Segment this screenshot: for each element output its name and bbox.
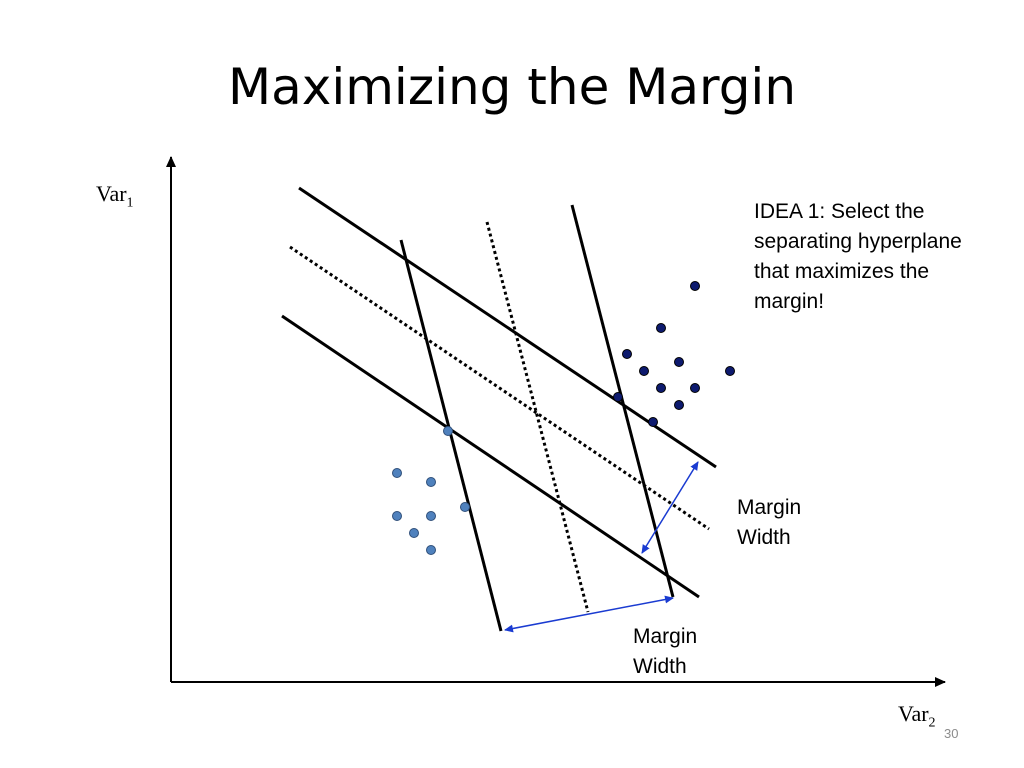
data-point <box>656 323 666 333</box>
y-axis-label: Var1 <box>96 181 134 211</box>
margin-width-label-shallow: Margin Width <box>737 493 801 553</box>
data-point <box>656 383 666 393</box>
data-point <box>426 545 436 555</box>
data-point <box>674 357 684 367</box>
y-axis-label-text: Var <box>96 181 127 206</box>
data-point <box>613 392 623 402</box>
class-b-points <box>392 426 470 555</box>
slide-title: Maximizing the Margin <box>227 58 797 116</box>
margin-width-arrow-shallow <box>641 461 699 554</box>
y-axis-label-subscript: 1 <box>126 195 134 211</box>
data-point <box>426 511 436 521</box>
margin-width-arrow-steep <box>504 595 674 633</box>
data-point <box>443 426 453 436</box>
separating-hyperplane-dotted-1 <box>289 245 710 531</box>
x-axis-label-text: Var <box>898 701 929 726</box>
data-point <box>674 400 684 410</box>
data-point <box>460 502 470 512</box>
slide-number: 30 <box>944 726 959 741</box>
margin-label-line2: Width <box>737 526 791 549</box>
data-point <box>690 383 700 393</box>
margin-boundary-line-upper <box>298 186 717 469</box>
margin-label-line1: Margin <box>633 625 698 648</box>
data-point <box>622 349 632 359</box>
data-point <box>639 366 649 376</box>
separating-hyperplane-dotted-2 <box>485 221 590 613</box>
margin-boundary-line-lower <box>281 314 700 599</box>
margin-label-line2: Width <box>633 655 687 678</box>
data-point <box>392 511 402 521</box>
steep-margin-boundary-left <box>399 239 503 632</box>
idea-annotation: IDEA 1: Select the separating hyperplane… <box>754 200 962 313</box>
steep-margin-boundary-right <box>570 204 675 598</box>
data-point <box>690 281 700 291</box>
data-point <box>426 477 436 487</box>
data-point <box>725 366 735 376</box>
x-axis-label-subscript: 2 <box>928 715 936 731</box>
margin-width-label-steep: Margin Width <box>633 622 697 682</box>
x-axis-label: Var2 <box>898 701 936 731</box>
data-point <box>648 417 658 427</box>
class-a-points <box>613 281 735 427</box>
margin-label-line1: Margin <box>737 496 802 519</box>
data-point <box>409 528 419 538</box>
data-point <box>392 468 402 478</box>
